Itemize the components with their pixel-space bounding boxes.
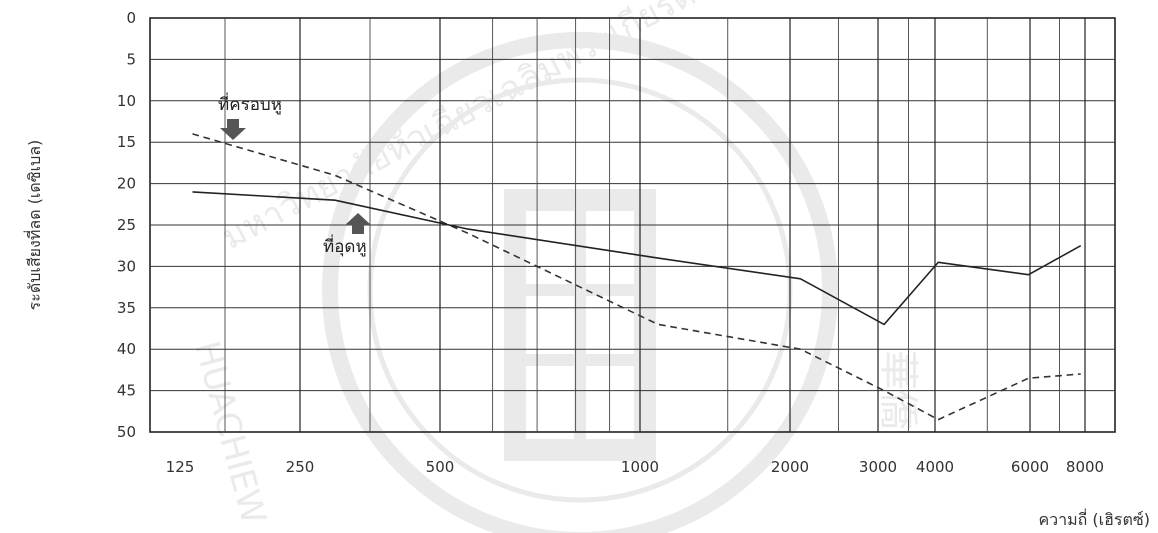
y-tick-label: 15: [117, 133, 136, 151]
annotation-earmuff: ที่ครอบหู: [218, 92, 282, 140]
series-line-earplug: [192, 191, 1082, 326]
x-tick-label: 8000: [1066, 458, 1104, 476]
y-axis-title: ระดับเสียงที่ลด (เดซิเบล): [23, 140, 44, 311]
y-tick-label: 25: [117, 216, 136, 234]
y-tick-label: 35: [117, 299, 136, 317]
y-tick-label: 45: [117, 382, 136, 400]
arrow-up-icon: [345, 213, 371, 234]
x-axis-title: ความถี่ (เฮิรตซ์): [1038, 508, 1150, 529]
horizontal-gridlines: [150, 58, 1115, 392]
y-tick-label: 10: [117, 92, 136, 110]
x-tick-label: 250: [286, 458, 315, 476]
y-tick-label: 5: [126, 50, 136, 68]
x-tick-labels: 125 250 500 1000 2000 3000 4000 6000 8000: [166, 458, 1104, 476]
series-layer: [192, 133, 1082, 421]
vertical-gridlines: [224, 18, 1086, 432]
y-tick-label: 0: [126, 9, 136, 27]
x-tick-label: 4000: [916, 458, 954, 476]
annotation-earplug-label: ที่อุดหู: [323, 234, 367, 257]
x-tick-label: 2000: [771, 458, 809, 476]
x-tick-label: 3000: [859, 458, 897, 476]
y-tick-label: 40: [117, 340, 136, 358]
y-tick-label: 50: [117, 423, 136, 441]
series-line-earmuff: [192, 133, 1081, 421]
y-tick-label: 30: [117, 257, 136, 275]
y-tick-labels: 0 5 10 15 20 25 30 35 40 45 50: [117, 9, 136, 441]
x-tick-label: 6000: [1011, 458, 1049, 476]
x-tick-label: 500: [426, 458, 455, 476]
annotation-earmuff-label: ที่ครอบหู: [218, 92, 282, 115]
arrow-down-icon: [220, 119, 246, 140]
annotation-earplug: ที่อุดหู: [323, 213, 371, 257]
x-tick-label: 1000: [621, 458, 659, 476]
x-tick-label: 125: [166, 458, 195, 476]
watermark-arc-text: มหาวิทยาลัยหัวเฉียวเฉลิมพระเกียรติ: [215, 0, 702, 258]
y-tick-label: 20: [117, 175, 136, 193]
